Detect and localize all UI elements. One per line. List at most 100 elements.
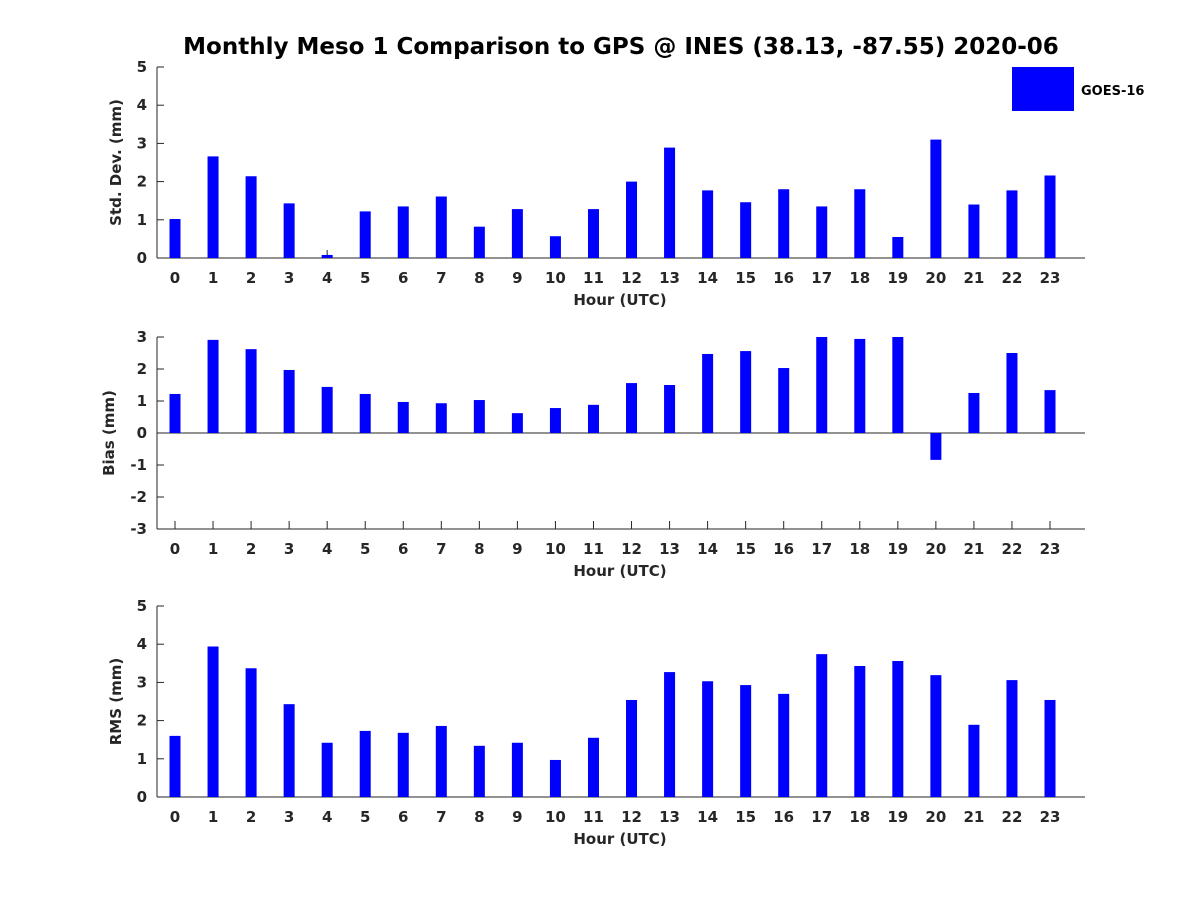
bar <box>968 204 980 258</box>
y-axis-label: Std. Dev. (mm) <box>107 99 125 226</box>
x-tick-label: 18 <box>849 540 870 558</box>
x-tick-label: 21 <box>963 540 984 558</box>
x-tick-label: 2 <box>246 808 256 826</box>
bar <box>702 681 714 797</box>
bar <box>816 206 828 258</box>
x-tick-label: 15 <box>735 540 756 558</box>
x-tick-label: 6 <box>398 808 408 826</box>
x-tick-label: 11 <box>583 808 604 826</box>
bar <box>207 646 219 797</box>
x-tick-label: 19 <box>887 269 908 287</box>
x-tick-label: 10 <box>545 540 566 558</box>
x-tick-label: 7 <box>436 540 446 558</box>
bar <box>892 337 904 433</box>
bar <box>740 685 752 797</box>
x-tick-label: 3 <box>284 540 294 558</box>
bar <box>892 236 904 258</box>
bar <box>511 209 523 258</box>
bar <box>549 408 561 433</box>
x-tick-label: 20 <box>925 269 946 287</box>
x-tick-label: 17 <box>811 540 832 558</box>
bar <box>397 732 409 797</box>
bar <box>626 699 638 797</box>
x-tick-label: 13 <box>659 808 680 826</box>
bar <box>549 236 561 258</box>
y-tick-label: 2 <box>137 712 147 730</box>
x-tick-label: 9 <box>512 808 522 826</box>
x-tick-label: 12 <box>621 540 642 558</box>
x-tick-label: 10 <box>545 808 566 826</box>
x-tick-label: 18 <box>849 269 870 287</box>
x-tick-label: 23 <box>1040 540 1061 558</box>
bar <box>473 226 485 258</box>
y-tick-label: 5 <box>137 597 147 615</box>
y-tick-label: 3 <box>137 673 147 691</box>
x-tick-label: 2 <box>246 540 256 558</box>
bar <box>930 675 942 797</box>
bar <box>511 742 523 797</box>
x-tick-label: 18 <box>849 808 870 826</box>
bar <box>397 401 409 433</box>
x-tick-label: 1 <box>208 269 218 287</box>
bar <box>207 156 219 258</box>
legend: GOES-16 <box>1012 67 1144 111</box>
x-axis-label: Hour (UTC) <box>573 291 666 309</box>
y-tick-label: 2 <box>137 173 147 191</box>
y-tick-label: 1 <box>137 211 147 229</box>
y-tick-label: -1 <box>130 456 147 474</box>
y-tick-label: -2 <box>130 488 147 506</box>
y-tick-label: 0 <box>137 424 147 442</box>
y-tick-label: 0 <box>137 249 147 267</box>
x-tick-label: 0 <box>170 540 180 558</box>
x-tick-label: 5 <box>360 808 370 826</box>
bar <box>511 413 523 433</box>
x-tick-label: 19 <box>887 808 908 826</box>
y-tick-label: 4 <box>137 635 147 653</box>
bar <box>473 400 485 433</box>
x-tick-label: 22 <box>1002 808 1023 826</box>
x-tick-label: 14 <box>697 540 718 558</box>
y-tick-label: 1 <box>137 392 147 410</box>
x-tick-label: 0 <box>170 808 180 826</box>
y-tick-label: 5 <box>137 58 147 76</box>
bar <box>283 369 295 433</box>
x-tick-label: 21 <box>963 269 984 287</box>
bar <box>1006 190 1018 258</box>
bar <box>245 349 257 433</box>
x-tick-label: 23 <box>1040 808 1061 826</box>
bar <box>283 704 295 797</box>
bar <box>207 339 219 433</box>
bar <box>778 189 790 258</box>
x-tick-label: 7 <box>436 808 446 826</box>
bar <box>816 337 828 433</box>
x-tick-label: 13 <box>659 269 680 287</box>
x-tick-label: 5 <box>360 269 370 287</box>
x-tick-label: 7 <box>436 269 446 287</box>
bar <box>359 211 371 258</box>
bar <box>321 742 333 797</box>
bar <box>587 404 599 433</box>
y-tick-label: -3 <box>130 520 147 538</box>
x-tick-label: 20 <box>925 540 946 558</box>
x-tick-label: 11 <box>583 540 604 558</box>
x-tick-label: 4 <box>322 808 332 826</box>
x-axis-label: Hour (UTC) <box>573 562 666 580</box>
x-tick-label: 12 <box>621 808 642 826</box>
x-tick-label: 2 <box>246 269 256 287</box>
x-tick-label: 17 <box>811 808 832 826</box>
bar <box>740 202 752 258</box>
x-tick-label: 12 <box>621 269 642 287</box>
bar <box>587 209 599 258</box>
bar <box>930 433 942 460</box>
x-tick-label: 6 <box>398 540 408 558</box>
x-tick-label: 8 <box>474 808 484 826</box>
bar <box>321 386 333 433</box>
x-tick-label: 9 <box>512 269 522 287</box>
x-tick-label: 8 <box>474 540 484 558</box>
y-tick-label: 4 <box>137 96 147 114</box>
x-tick-label: 4 <box>322 269 332 287</box>
bar <box>664 147 676 258</box>
